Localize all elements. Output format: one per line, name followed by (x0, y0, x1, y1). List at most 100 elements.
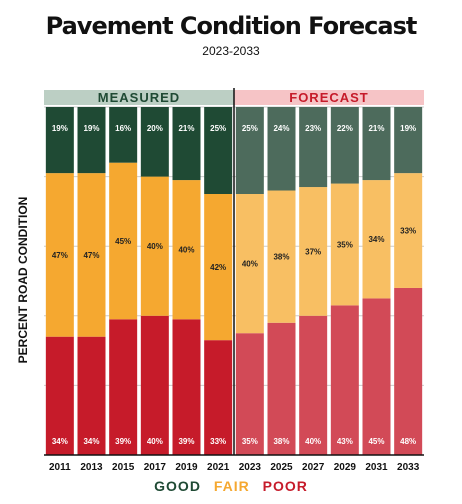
x-tick-label: 2021 (207, 462, 230, 473)
bar-good-2017 (140, 107, 169, 177)
bar-poor-2015 (109, 319, 138, 455)
data-label-good: 19% (52, 124, 68, 133)
bar-poor-2019 (172, 319, 201, 455)
data-label-good: 16% (115, 124, 131, 133)
bar-poor-2029 (330, 305, 359, 455)
group-header-label: MEASURED (98, 90, 180, 105)
data-label-fair: 38% (273, 253, 289, 262)
data-label-good: 21% (178, 124, 194, 133)
bar-fair-2019 (172, 180, 201, 320)
data-label-poor: 33% (210, 437, 226, 446)
x-tick-label: 2017 (144, 462, 167, 473)
data-label-fair: 33% (400, 227, 416, 236)
data-label-poor: 40% (305, 437, 321, 446)
group-header-label: FORECAST (289, 90, 369, 105)
y-axis-label: PERCENT ROAD CONDITION (16, 197, 30, 364)
bar-fair-2027 (299, 187, 328, 316)
bar-poor-2017 (140, 315, 169, 455)
legend-fair: FAIR (213, 478, 250, 494)
data-label-good: 22% (337, 124, 353, 133)
data-label-poor: 39% (115, 437, 131, 446)
bar-poor-2031 (362, 298, 391, 455)
bar-good-2021 (204, 107, 233, 194)
chart-subtitle: 2023-2033 (202, 44, 260, 58)
bar-fair-2021 (204, 194, 233, 341)
x-tick-label: 2019 (175, 462, 198, 473)
bar-good-2033 (394, 107, 423, 174)
data-label-poor: 48% (400, 437, 416, 446)
data-label-good: 24% (273, 124, 289, 133)
x-axis: 2011 2013 2015 2017 2019 2021 2023 2025 2027 2029… (44, 454, 424, 473)
group-header-forecast (234, 90, 424, 105)
data-label-good: 19% (83, 124, 99, 133)
bar-good-2013 (77, 107, 106, 174)
bar-poor-2023 (235, 333, 264, 455)
chart-title: Pavement Condition Forecast (45, 12, 418, 40)
data-label-good: 23% (305, 124, 321, 133)
x-tick-label: 2027 (302, 462, 325, 473)
bar-good-2031 (362, 107, 391, 181)
x-tick-label: 2011 (49, 462, 71, 473)
x-tick-label: 2025 (270, 462, 293, 473)
bar-poor-2033 (394, 287, 423, 455)
x-tick-label: 2029 (334, 462, 357, 473)
bar-good-2029 (330, 107, 359, 184)
data-label-poor: 34% (52, 437, 68, 446)
group-headers: MEASURED FORECAST (44, 88, 424, 455)
legend: GOOD FAIR POOR (0, 478, 462, 494)
legend-poor: POOR (262, 478, 308, 494)
data-label-good: 21% (368, 124, 384, 133)
bar-fair-2017 (140, 176, 169, 316)
x-tick-label: 2013 (80, 462, 103, 473)
bar-fair-2015 (109, 162, 138, 320)
data-label-fair: 40% (178, 246, 194, 255)
bar-fair-2013 (77, 173, 106, 337)
bar-good-2027 (299, 107, 328, 188)
x-tick-label: 2031 (365, 462, 388, 473)
bar-good-2011 (45, 107, 74, 174)
data-label-good: 19% (400, 124, 416, 133)
bar-fair-2023 (235, 194, 264, 334)
bar-good-2015 (109, 107, 138, 163)
legend-good: GOOD (154, 478, 201, 494)
data-label-fair: 40% (147, 242, 163, 251)
data-label-good: 25% (242, 124, 258, 133)
bar-good-2025 (267, 107, 296, 191)
bar-poor-2011 (45, 336, 74, 455)
data-label-poor: 35% (242, 437, 258, 446)
data-label-good: 20% (147, 124, 163, 133)
bar-poor-2021 (204, 340, 233, 455)
data-label-poor: 39% (178, 437, 194, 446)
bar-good-2019 (172, 107, 201, 181)
bar-fair-2029 (330, 183, 359, 306)
x-tick-label: 2033 (397, 462, 420, 473)
bar-poor-2027 (299, 315, 328, 455)
data-label-good: 25% (210, 124, 226, 133)
data-label-fair: 40% (242, 260, 258, 269)
data-label-poor: 34% (83, 437, 99, 446)
group-header-measured (44, 90, 234, 105)
data-label-poor: 45% (368, 437, 384, 446)
data-label-poor: 40% (147, 437, 163, 446)
bar-poor-2013 (77, 336, 106, 455)
bar-fair-2025 (267, 190, 296, 323)
data-label-fair: 47% (52, 251, 68, 260)
bar-poor-2025 (267, 322, 296, 455)
bars (45, 107, 423, 455)
data-label-fair: 47% (83, 251, 99, 260)
data-label-fair: 37% (305, 247, 321, 256)
data-label-fair: 34% (368, 235, 384, 244)
data-labels: 34% 47% 19% 34% 47% 19% 39% 45% 16% 40% 40% 20% 39% 4… (52, 124, 416, 446)
data-label-fair: 45% (115, 237, 131, 246)
data-label-poor: 38% (273, 437, 289, 446)
x-tick-label: 2023 (239, 462, 262, 473)
bar-fair-2033 (394, 173, 423, 288)
data-label-fair: 35% (337, 240, 353, 249)
bar-fair-2011 (45, 173, 74, 337)
bar-fair-2031 (362, 180, 391, 299)
data-label-poor: 43% (337, 437, 353, 446)
data-label-fair: 42% (210, 263, 226, 272)
x-tick-label: 2015 (112, 462, 135, 473)
bar-good-2023 (235, 107, 264, 194)
